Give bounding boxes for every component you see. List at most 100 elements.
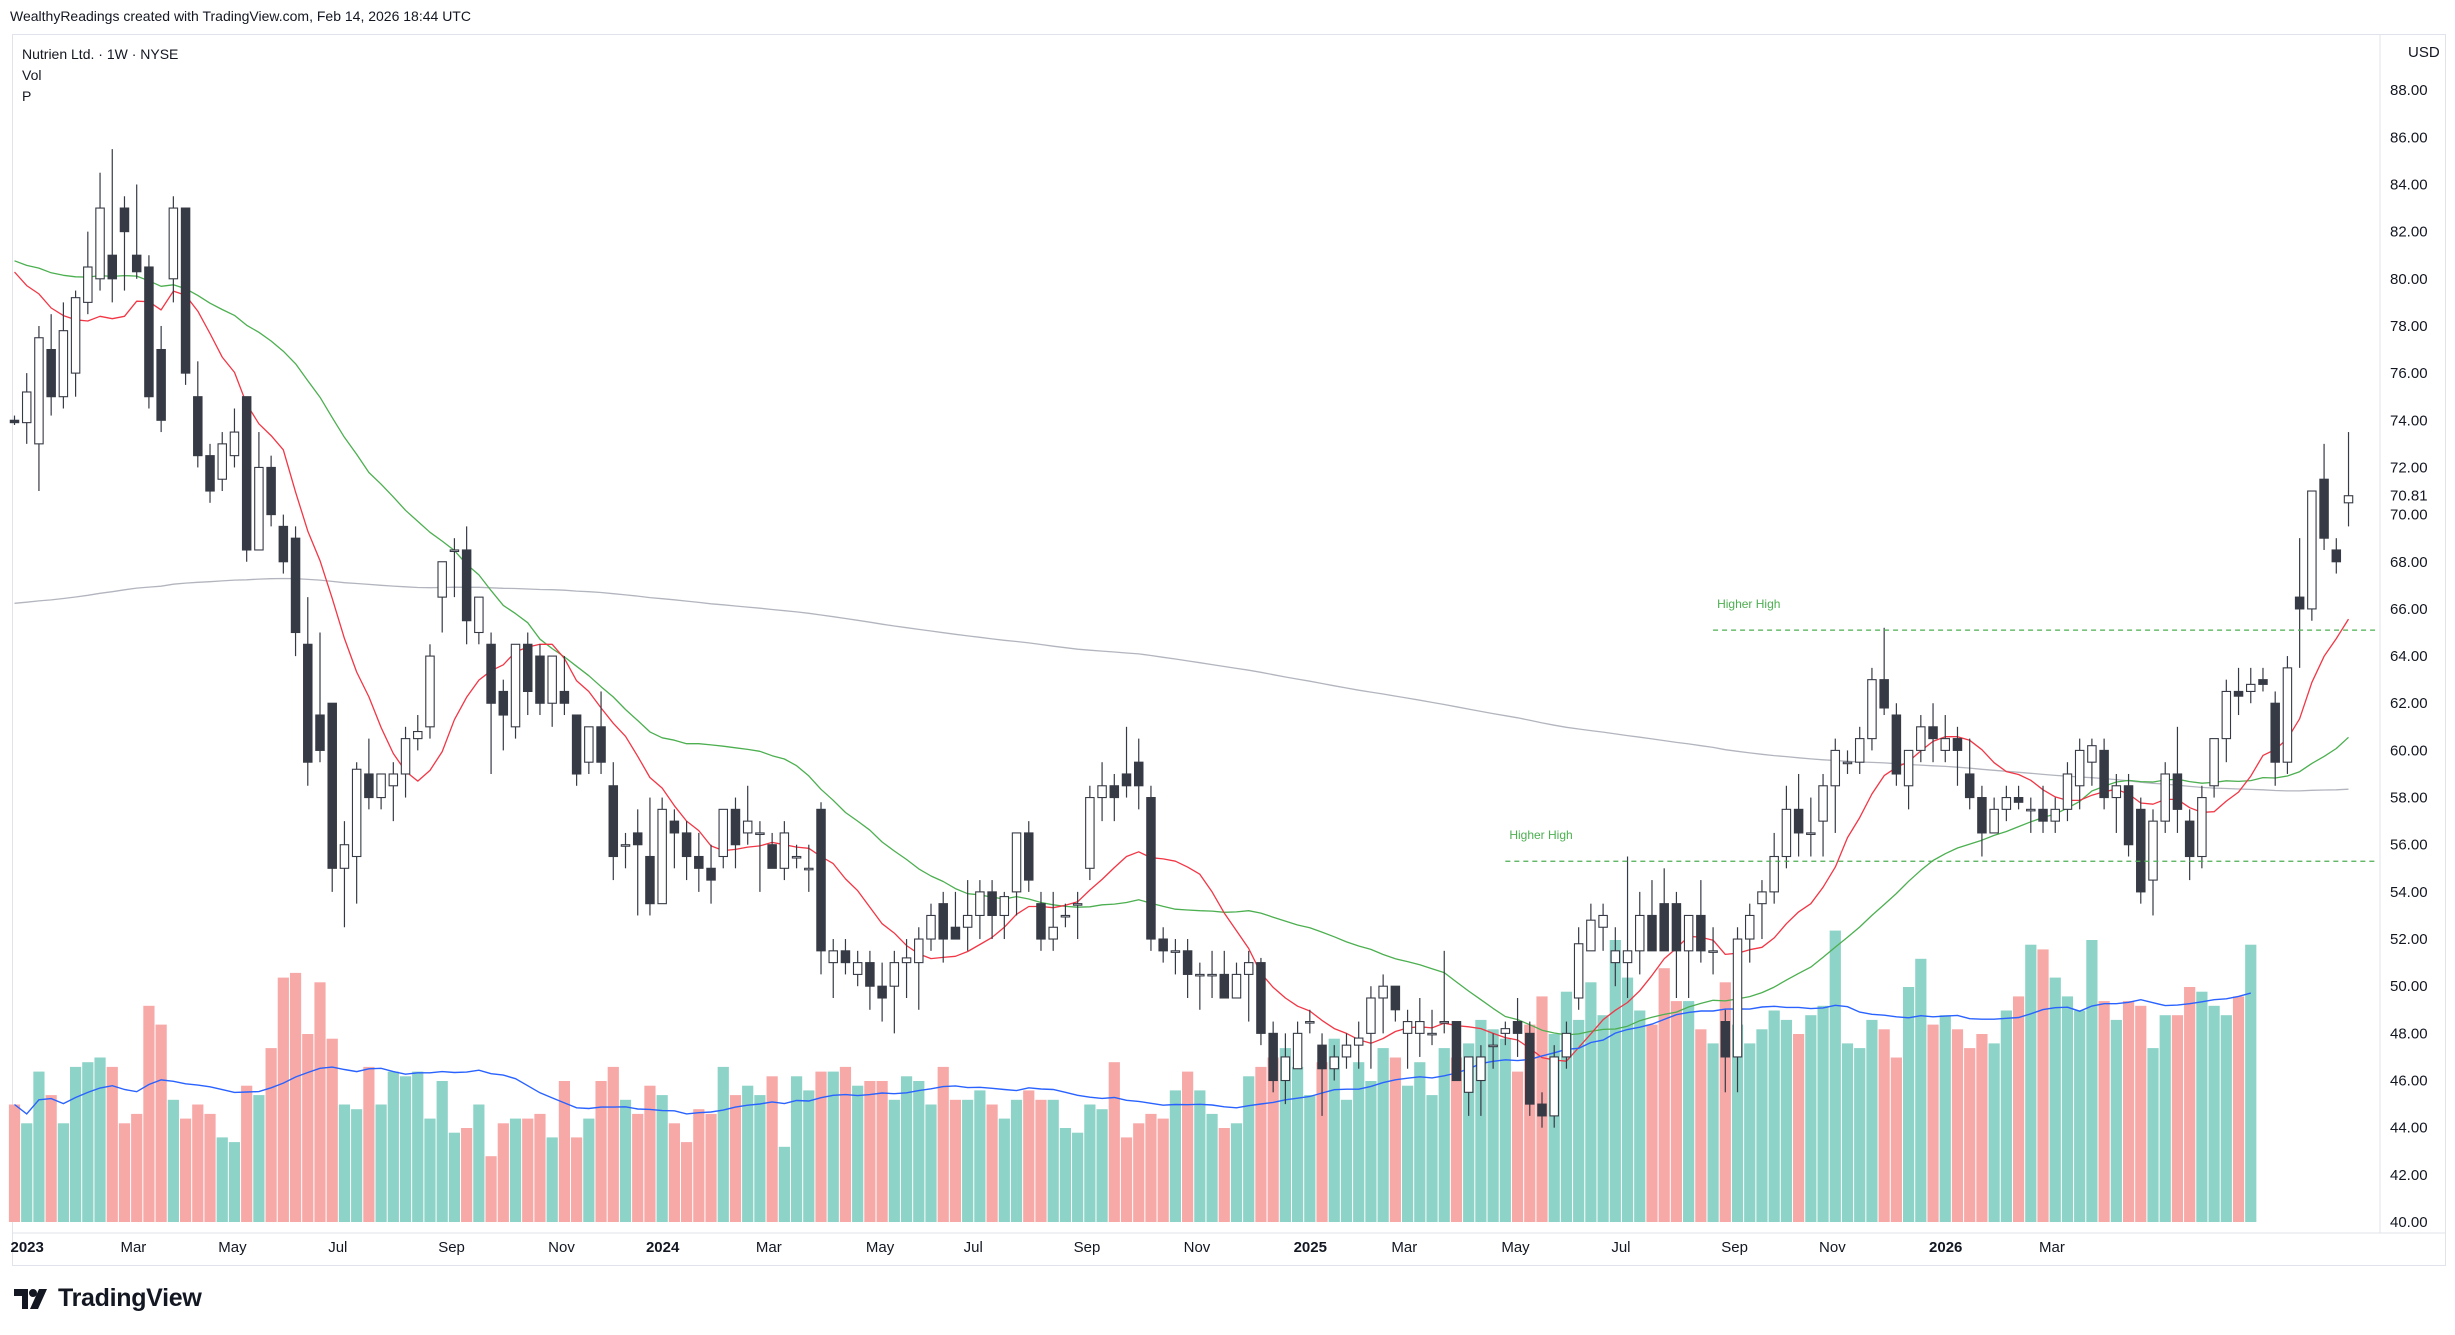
candle-up	[1439, 1021, 1449, 1024]
volume-bar	[1854, 1048, 1866, 1222]
candle-up	[1231, 973, 1242, 999]
moving-averages	[14, 260, 2350, 1115]
candle-up	[1757, 891, 1767, 905]
volume-bar	[143, 1005, 155, 1222]
candle-down	[290, 537, 301, 634]
volume-bar	[1805, 1015, 1817, 1222]
volume-bar	[656, 1095, 668, 1222]
candle-down	[1928, 726, 1938, 740]
candle-down	[840, 950, 851, 964]
volume-bar	[595, 1081, 607, 1222]
candle-down	[2136, 808, 2146, 893]
volume-bar	[729, 1095, 742, 1222]
volume-indicator-label[interactable]: Vol	[22, 67, 42, 83]
volume-bar	[1817, 1005, 1829, 1222]
volume-bar	[876, 1081, 888, 1222]
volume-bar	[82, 1062, 94, 1222]
candle-up	[254, 466, 264, 551]
candle-down	[1977, 797, 1987, 834]
candle-down	[1158, 938, 1168, 952]
volume-bar	[888, 1099, 900, 1222]
candle-down	[645, 855, 655, 905]
candle-up	[755, 832, 765, 835]
chart-caption: WealthyReadings created with TradingView…	[10, 8, 471, 24]
symbol-label[interactable]: Nutrien Ltd. · 1W · NYSE	[22, 46, 179, 62]
volume-bar	[21, 1123, 33, 1222]
time-tick-label: May	[1501, 1239, 1530, 1256]
volume-bar	[216, 1137, 228, 1222]
volume-bar	[619, 1099, 632, 1222]
time-tick-label: Sep	[438, 1239, 465, 1256]
price-tick-label: 40.00	[2390, 1214, 2428, 1231]
time-tick-label: Mar	[1391, 1239, 1417, 1256]
volume-bar	[1560, 991, 1573, 1222]
volume-bar	[2135, 1005, 2147, 1222]
price-tick-label: 64.00	[2390, 648, 2428, 665]
volume-bar	[473, 1104, 485, 1222]
volume-bar	[1585, 982, 1597, 1222]
candle-down	[2294, 596, 2305, 610]
volume-bar	[546, 1137, 558, 1222]
volume-bar	[1340, 1099, 1353, 1222]
candle-up	[217, 443, 227, 480]
time-tick-label: 2025	[1294, 1239, 1327, 1256]
candle-up	[901, 957, 912, 964]
price-tick-label: 78.00	[2390, 318, 2428, 335]
volume-bar	[106, 1066, 118, 1222]
volume-bar	[925, 1104, 937, 1222]
candle-up	[1243, 962, 1254, 975]
candle-up	[376, 773, 386, 799]
candle-up	[1708, 950, 1718, 953]
candle-down	[1133, 761, 1144, 787]
volume-bar	[1206, 1113, 1218, 1222]
candles	[9, 149, 2354, 1128]
time-tick-label: Nov	[1819, 1239, 1846, 1256]
pattern-indicator-label[interactable]: P	[22, 88, 32, 104]
volume-bar	[167, 1099, 179, 1222]
volume-bar	[1756, 1029, 1768, 1222]
volume-bar	[1353, 1062, 1365, 1222]
volume-bar	[1597, 1015, 1609, 1222]
volume-bar	[534, 1113, 546, 1222]
candle-down	[2270, 702, 2280, 763]
volume-bar	[1731, 1024, 1744, 1222]
candle-down	[156, 348, 166, 421]
candle-down	[1317, 1044, 1327, 1070]
volume-bar	[522, 1118, 534, 1222]
volume-bar	[693, 1109, 705, 1222]
candle-down	[1146, 797, 1156, 940]
volume-bar	[790, 1076, 803, 1222]
volume-bar	[1939, 1015, 1951, 1222]
time-tick-label: 2024	[646, 1239, 680, 1256]
volume-bar	[1658, 968, 1670, 1222]
volume-bar	[131, 1113, 143, 1222]
candle-up	[1806, 832, 1816, 835]
volume-bar	[2208, 1005, 2220, 1222]
volume-bar	[2061, 996, 2074, 1222]
candle-down	[1952, 738, 1963, 751]
time-tick-label: Mar	[120, 1239, 146, 1256]
candle-up	[1940, 738, 1951, 751]
volume-bar	[803, 1090, 815, 1222]
candle-up	[2001, 797, 2012, 810]
candle-up	[413, 730, 423, 740]
volume-bar	[33, 1071, 45, 1222]
tradingview-logo[interactable]: TradingView	[14, 1284, 202, 1313]
candle-down	[596, 726, 606, 763]
candle-down	[1696, 914, 1706, 952]
candle-up	[718, 808, 729, 858]
volume-bar	[1878, 1029, 1890, 1222]
axes: USD 88.00 86.00 84.00 82.00 80.00 78.00 76.00 74…	[11, 34, 2446, 1256]
volume-bar	[668, 1123, 680, 1222]
candle-up	[1732, 938, 1743, 1058]
volume-bar	[815, 1071, 827, 1222]
volume-bar	[1988, 1043, 2000, 1222]
volume-bar	[1157, 1118, 1169, 1222]
volume-bar	[1377, 1048, 1389, 1222]
time-tick-label: Mar	[2039, 1239, 2065, 1256]
candle-down	[205, 455, 215, 492]
candle-up	[2221, 690, 2232, 740]
higher-high-label: Higher High	[1717, 597, 1780, 611]
volume-bar	[852, 1085, 864, 1222]
